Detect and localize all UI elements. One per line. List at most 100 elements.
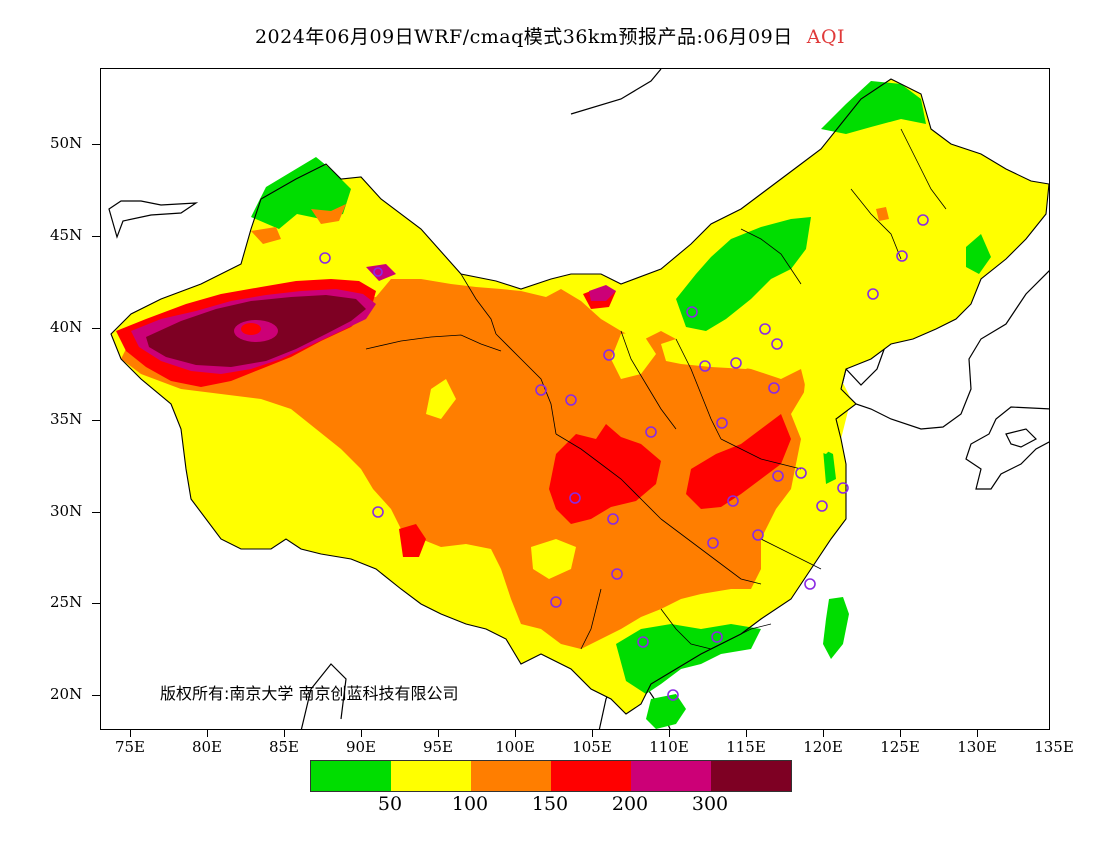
boundary-heilongjiang <box>900 128 947 210</box>
station-marker[interactable] <box>686 306 698 318</box>
orange-northwest-spot <box>251 227 281 244</box>
lat-tick <box>92 512 100 513</box>
lat-label-35n: 35N <box>50 410 83 428</box>
station-marker[interactable] <box>319 252 331 264</box>
station-marker[interactable] <box>837 482 849 494</box>
red-south-tibet <box>399 524 426 557</box>
red-sichuan <box>549 424 661 524</box>
station-marker[interactable] <box>550 596 562 608</box>
green-northeast <box>821 81 926 134</box>
lon-label-120e: 120E <box>803 738 843 756</box>
station-marker[interactable] <box>771 338 783 350</box>
lat-tick <box>92 603 100 604</box>
station-marker[interactable] <box>603 349 615 361</box>
boundary-hebei <box>740 228 802 285</box>
region-unhealthy-inner <box>241 323 261 335</box>
lon-label-125e: 125E <box>880 738 920 756</box>
yellow-tibet-hole <box>426 379 456 419</box>
lon-tick <box>515 730 516 737</box>
lat-label-30n: 30N <box>50 502 83 520</box>
copyright-text: 版权所有:南京大学 南京创蓝科技有限公司 <box>160 684 459 703</box>
station-marker[interactable] <box>707 537 719 549</box>
station-markers <box>319 214 929 701</box>
station-marker[interactable] <box>768 382 780 394</box>
lon-tick <box>361 730 362 737</box>
yellow-shanxi <box>611 331 656 379</box>
lat-label-20n: 20N <box>50 685 83 703</box>
green-hainan <box>646 694 686 729</box>
orange-north-spot <box>311 204 346 224</box>
yellow-yunnan-hole <box>531 539 576 579</box>
lon-label-115e: 115E <box>726 738 766 756</box>
lon-tick <box>284 730 285 737</box>
green-east-coast <box>823 449 836 484</box>
station-marker[interactable] <box>611 568 623 580</box>
lon-label-95e: 95E <box>422 738 454 756</box>
lat-tick <box>92 236 100 237</box>
legend-swatch-moderate <box>391 761 471 791</box>
lon-label-75e: 75E <box>114 738 146 756</box>
lat-label-50n: 50N <box>50 134 83 152</box>
lon-tick <box>900 730 901 737</box>
lon-label-110e: 110E <box>649 738 689 756</box>
station-marker[interactable] <box>917 214 929 226</box>
boundary-yunnan-guizhou <box>580 588 602 650</box>
map-title: 2024年06月09日WRF/cmaq模式36km预报产品:06月09日 AQI <box>0 22 1100 49</box>
legend-label-150: 150 <box>531 793 569 815</box>
station-marker[interactable] <box>795 467 807 479</box>
station-marker[interactable] <box>867 288 879 300</box>
legend-label-300: 300 <box>691 793 729 815</box>
red-central-china <box>686 414 791 509</box>
lon-tick <box>438 730 439 737</box>
station-marker[interactable] <box>727 495 739 507</box>
boundary-hubei <box>720 438 802 470</box>
green-inner-mongolia <box>676 217 811 331</box>
legend-label-200: 200 <box>611 793 649 815</box>
aqi-map <box>108 69 1049 729</box>
lon-tick <box>207 730 208 737</box>
station-marker[interactable] <box>716 417 728 429</box>
lake-balkhash <box>108 200 199 239</box>
station-marker[interactable] <box>645 426 657 438</box>
legend-swatch-very-unhealthy <box>631 761 711 791</box>
green-south-coast <box>616 624 761 694</box>
station-marker[interactable] <box>372 506 384 518</box>
station-marker[interactable] <box>804 578 816 590</box>
boundary-henan <box>675 338 722 440</box>
station-marker[interactable] <box>569 492 581 504</box>
station-marker[interactable] <box>759 323 771 335</box>
station-marker[interactable] <box>637 636 649 648</box>
legend-swatch-good <box>311 761 391 791</box>
station-marker[interactable] <box>816 500 828 512</box>
station-marker[interactable] <box>699 360 711 372</box>
coastline-north <box>570 69 662 115</box>
green-korea-border <box>966 234 991 274</box>
lat-label-45n: 45N <box>50 226 83 244</box>
station-marker[interactable] <box>711 631 723 643</box>
station-marker[interactable] <box>752 529 764 541</box>
lon-label-135e: 135E <box>1034 738 1074 756</box>
station-marker[interactable] <box>565 394 577 406</box>
station-marker[interactable] <box>772 470 784 482</box>
lon-label-130e: 130E <box>957 738 997 756</box>
legend-label-50: 50 <box>377 793 403 815</box>
magenta-north-spot <box>589 285 616 301</box>
boundary-jilin <box>850 188 902 260</box>
legend-label-100: 100 <box>451 793 489 815</box>
station-marker[interactable] <box>896 250 908 262</box>
coastline-bay-of-bengal <box>300 663 347 729</box>
station-marker[interactable] <box>535 384 547 396</box>
lon-tick <box>669 730 670 737</box>
lon-tick <box>977 730 978 737</box>
variable-label: AQI <box>806 26 846 48</box>
station-marker[interactable] <box>667 689 679 701</box>
red-inner-core <box>241 323 261 335</box>
lon-tick <box>592 730 593 737</box>
lon-label-105e: 105E <box>572 738 612 756</box>
lon-tick <box>823 730 824 737</box>
station-marker[interactable] <box>730 357 742 369</box>
station-marker[interactable] <box>373 267 383 277</box>
boundary-hunan <box>660 518 762 585</box>
station-marker[interactable] <box>607 513 619 525</box>
boundary-xinjiang-gansu <box>460 273 497 335</box>
